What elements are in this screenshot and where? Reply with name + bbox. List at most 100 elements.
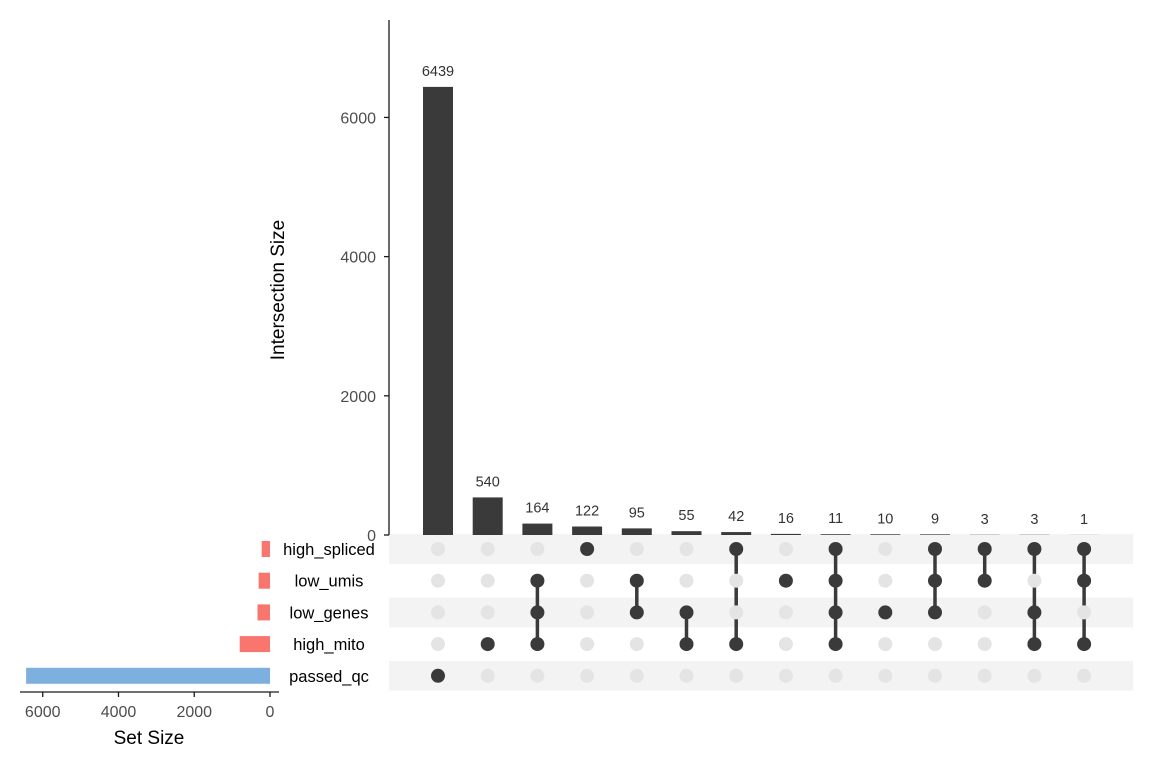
matrix-dot-inactive bbox=[1077, 605, 1091, 619]
set-name-label: low_umis bbox=[295, 573, 364, 591]
matrix-dot-inactive bbox=[481, 542, 495, 556]
set-size-tick-label: 0 bbox=[266, 704, 275, 721]
matrix-dot-inactive bbox=[680, 574, 694, 588]
intersection-bar-label: 10 bbox=[877, 511, 893, 527]
intersection-bar bbox=[821, 534, 851, 535]
matrix-dot-active bbox=[1027, 605, 1041, 619]
intersection-bar-label: 3 bbox=[1030, 512, 1038, 528]
intersection-bar-label: 16 bbox=[778, 511, 794, 527]
matrix-dot-active bbox=[978, 542, 992, 556]
intersection-bar-label: 540 bbox=[476, 474, 500, 490]
matrix-dot-inactive bbox=[580, 605, 594, 619]
matrix-dot-inactive bbox=[580, 669, 594, 683]
matrix-dot-active bbox=[1077, 542, 1091, 556]
matrix-dot-inactive bbox=[779, 669, 793, 683]
matrix-row-stripe bbox=[389, 598, 1133, 628]
matrix-dot-inactive bbox=[878, 637, 892, 651]
intersection-bar-label: 42 bbox=[728, 509, 744, 525]
intersection-bar-label: 6439 bbox=[422, 64, 454, 80]
matrix-dot-inactive bbox=[729, 669, 743, 683]
intersection-bar bbox=[423, 87, 453, 535]
intersection-bar-label: 9 bbox=[931, 511, 939, 527]
matrix-dot-inactive bbox=[1077, 669, 1091, 683]
matrix-dot-inactive bbox=[580, 637, 594, 651]
matrix-dot-active bbox=[580, 542, 594, 556]
matrix-dot-inactive bbox=[729, 574, 743, 588]
set-size-bar bbox=[240, 636, 270, 652]
intersection-size-axis-label: Intersection Size bbox=[268, 220, 289, 360]
matrix-dot-inactive bbox=[431, 637, 445, 651]
matrix-dot-inactive bbox=[878, 574, 892, 588]
set-size-bar bbox=[258, 604, 271, 620]
set-size-bar bbox=[262, 541, 270, 557]
intersection-bar bbox=[622, 528, 652, 535]
intersection-size-tick-label: 6000 bbox=[340, 110, 376, 127]
matrix-dot-active bbox=[829, 574, 843, 588]
intersection-bar bbox=[522, 524, 552, 535]
matrix-dot-active bbox=[928, 605, 942, 619]
matrix-dot-inactive bbox=[978, 669, 992, 683]
set-size-bar bbox=[259, 573, 270, 589]
intersection-bar-label: 164 bbox=[525, 501, 549, 517]
matrix-dot-inactive bbox=[481, 669, 495, 683]
matrix-dot-inactive bbox=[530, 669, 544, 683]
set-name-label: high_mito bbox=[293, 636, 365, 654]
matrix-dot-active bbox=[481, 637, 495, 651]
set-name-label: passed_qc bbox=[289, 668, 369, 686]
set-size-tick-label: 4000 bbox=[101, 704, 137, 721]
matrix-dot-active bbox=[1027, 542, 1041, 556]
matrix-dot-active bbox=[680, 605, 694, 619]
intersection-bar-label: 1 bbox=[1080, 512, 1088, 528]
matrix-dot-inactive bbox=[928, 669, 942, 683]
matrix-dot-inactive bbox=[630, 669, 644, 683]
matrix-dot-inactive bbox=[580, 574, 594, 588]
matrix-dot-inactive bbox=[779, 637, 793, 651]
set-size-bars bbox=[26, 541, 270, 684]
matrix-dot-active bbox=[1027, 637, 1041, 651]
intersection-bar-label: 122 bbox=[575, 504, 599, 520]
matrix-dot-active bbox=[1077, 637, 1091, 651]
matrix-dot-inactive bbox=[1027, 574, 1041, 588]
matrix-dot-active bbox=[928, 542, 942, 556]
matrix-dot-inactive bbox=[680, 669, 694, 683]
matrix-dot-active bbox=[829, 637, 843, 651]
matrix-dot-active bbox=[829, 542, 843, 556]
intersection-bar bbox=[771, 534, 801, 535]
matrix-dot-inactive bbox=[431, 574, 445, 588]
matrix-row-stripe bbox=[389, 534, 1133, 564]
matrix-dot-inactive bbox=[779, 542, 793, 556]
intersection-bar bbox=[721, 532, 751, 535]
intersection-size-tick-label: 2000 bbox=[340, 389, 376, 406]
matrix-dot-active bbox=[530, 637, 544, 651]
matrix-dot-active bbox=[729, 637, 743, 651]
matrix-dot-active bbox=[630, 574, 644, 588]
matrix-dot-active bbox=[878, 605, 892, 619]
intersection-bars bbox=[423, 87, 1099, 535]
matrix-dot-inactive bbox=[431, 605, 445, 619]
intersection-bar bbox=[572, 527, 602, 535]
set-name-labels: high_splicedlow_umislow_geneshigh_mitopa… bbox=[283, 541, 375, 686]
intersection-bar-label: 55 bbox=[678, 508, 694, 524]
matrix-dot-inactive bbox=[829, 669, 843, 683]
matrix-dot-inactive bbox=[878, 669, 892, 683]
intersection-bar bbox=[473, 497, 503, 535]
matrix-row-stripes bbox=[389, 534, 1133, 691]
set-name-label: low_genes bbox=[290, 604, 369, 622]
matrix-dot-active bbox=[680, 637, 694, 651]
set-size-tick-label: 2000 bbox=[176, 704, 212, 721]
matrix-row-stripe bbox=[389, 661, 1133, 691]
matrix-dot-inactive bbox=[1027, 669, 1041, 683]
matrix-dot-active bbox=[829, 605, 843, 619]
matrix-dot-active bbox=[530, 605, 544, 619]
matrix-dot-inactive bbox=[630, 637, 644, 651]
matrix-dot-inactive bbox=[680, 542, 694, 556]
set-size-bar bbox=[26, 668, 270, 684]
matrix-dot-active bbox=[431, 669, 445, 683]
matrix-dot-active bbox=[630, 605, 644, 619]
intersection-bar-label: 95 bbox=[629, 505, 645, 521]
